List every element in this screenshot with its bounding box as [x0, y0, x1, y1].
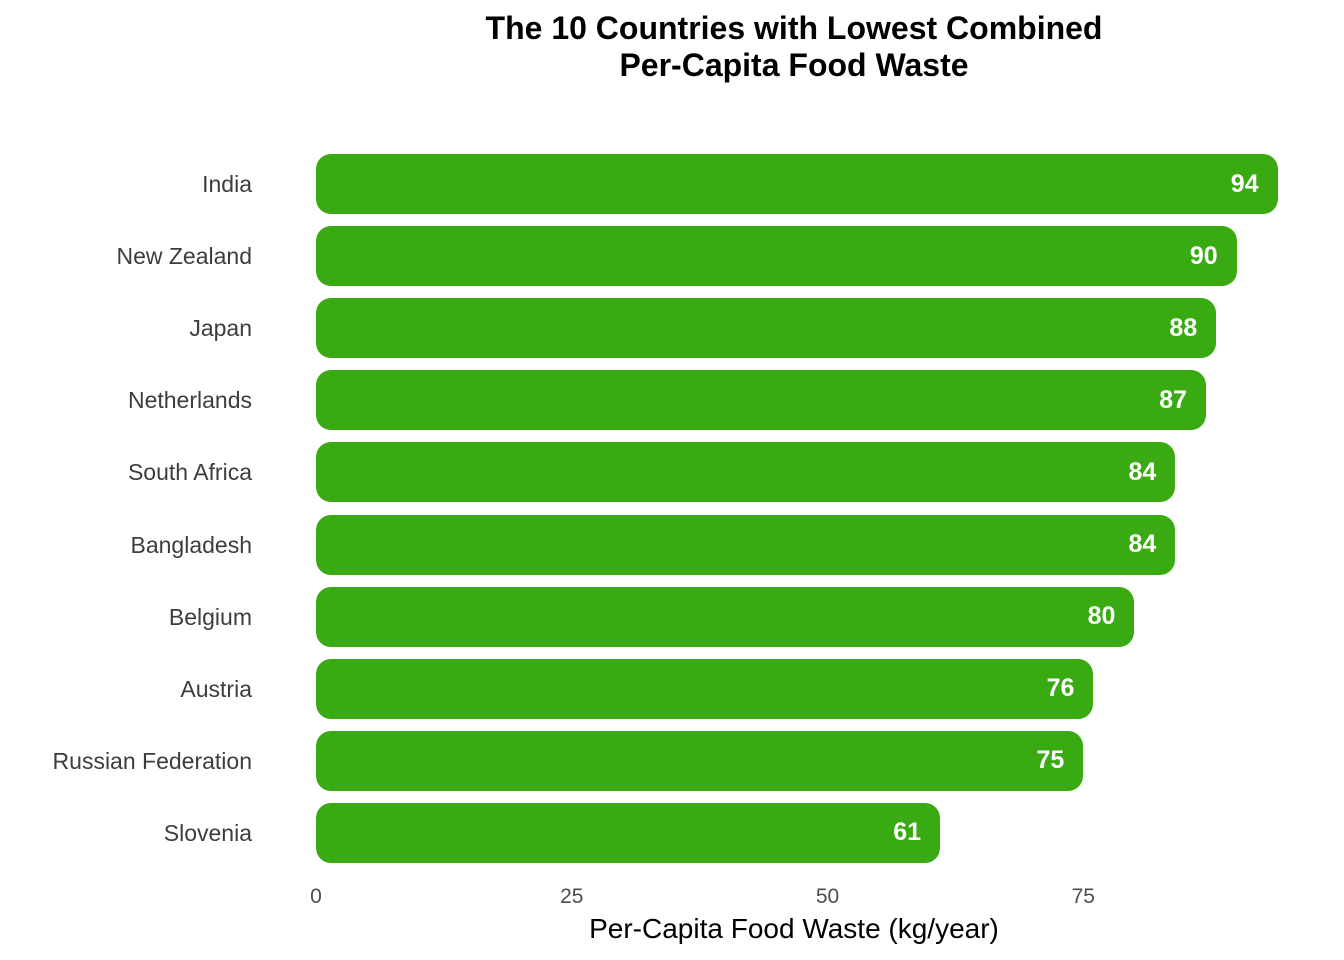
value-label: 84	[1128, 530, 1157, 558]
x-tick-label: 75	[1071, 885, 1095, 908]
bar: 88	[316, 298, 1217, 359]
bar: 61	[316, 802, 941, 863]
bar: 90	[316, 226, 1237, 287]
value-label: 94	[1230, 169, 1259, 198]
x-axis-title: Per-Capita Food Waste (kg/year)	[589, 913, 999, 944]
bar-row: Russian Federation 75	[0, 730, 1344, 791]
category-label: Bangladesh	[130, 531, 253, 558]
value-label: 90	[1189, 241, 1218, 270]
x-tick-label: 25	[560, 885, 584, 908]
value-label: 87	[1159, 385, 1187, 414]
category-label: Belgium	[168, 603, 252, 630]
value-label: 84	[1128, 457, 1157, 486]
bar-row: Netherlands 87	[0, 370, 1344, 431]
bar: 87	[316, 370, 1206, 431]
bar: 80	[316, 586, 1135, 647]
category-label: Austria	[180, 675, 252, 702]
chart-title-line-1: The 10 Countries with Lowest Combined	[485, 10, 1103, 46]
bar: 84	[316, 442, 1176, 503]
bar-row: India 94	[0, 154, 1344, 214]
value-label: 75	[1036, 746, 1065, 775]
value-label: 76	[1046, 674, 1075, 703]
bar-row: Slovenia 61	[0, 802, 1344, 863]
bar-row: New Zealand 90	[0, 226, 1344, 287]
x-tick-label: 50	[815, 885, 840, 908]
chart-title: The 10 Countries with Lowest Combined Pe…	[316, 10, 1272, 84]
bar-row: Belgium 80	[0, 586, 1344, 647]
category-label: Russian Federation	[52, 747, 252, 774]
bar: 94	[316, 154, 1278, 214]
bar: 76	[316, 658, 1094, 719]
bar-row: Japan 88	[0, 298, 1344, 359]
chart-title-line-2: Per-Capita Food Waste	[619, 47, 969, 83]
category-label: Slovenia	[163, 819, 252, 846]
x-axis-ticks: 0 25 50 75	[0, 884, 1344, 910]
category-label: New Zealand	[116, 243, 252, 270]
value-label: 88	[1169, 313, 1198, 342]
category-label: India	[202, 171, 252, 197]
value-label: 80	[1087, 602, 1116, 631]
bar-row: South Africa 84	[0, 442, 1344, 503]
bar-row: Bangladesh 84	[0, 514, 1344, 575]
x-tick-label: 0	[310, 885, 322, 908]
bar: 75	[316, 730, 1084, 791]
category-label: Netherlands	[127, 387, 252, 414]
bar: 84	[316, 514, 1176, 575]
bar-row: Austria 76	[0, 658, 1344, 719]
category-label: Japan	[189, 315, 252, 342]
value-label: 61	[893, 818, 922, 847]
category-label: South Africa	[127, 459, 252, 486]
